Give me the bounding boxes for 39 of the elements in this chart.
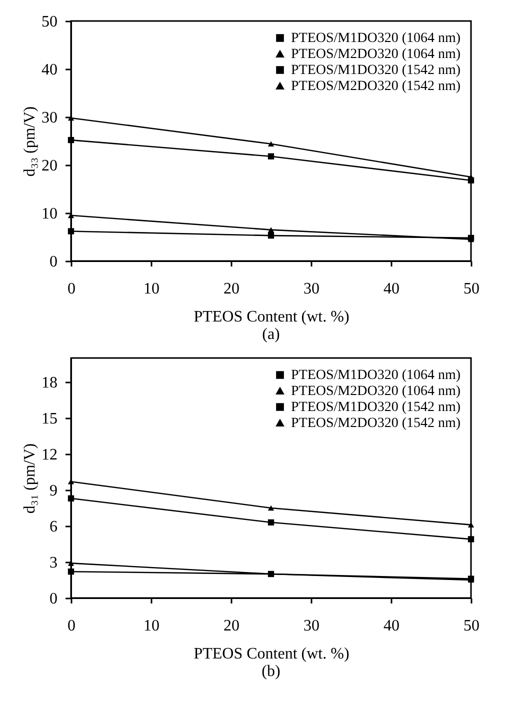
legend-label: PTEOS/M2DO320 (1064 nm) [291,384,461,399]
y-tick-label: 50 [42,14,58,30]
y-tick-label: 10 [42,206,58,222]
y-axis-title: d₃₁ (pm/V) [22,443,38,514]
x-tick-label: 30 [304,280,320,298]
text: (b) [262,663,280,680]
legend-label: PTEOS/M1DO320 (1064 nm) [291,368,461,383]
x-tick-label: 10 [144,280,160,298]
y-tick-label: 20 [42,158,58,174]
y-tick-label: 0 [50,254,58,270]
y-tick-label: 18 [42,374,58,392]
y-tick-label: 40 [42,62,58,78]
x-axis-title: PTEOS Content (wt. %) [194,646,350,662]
x-tick-label: 0 [68,280,76,298]
y-tick-label: 6 [50,518,58,536]
x-axis-title: PTEOS Content (wt. %) [194,308,350,326]
x-tick-label: 10 [144,618,160,634]
y-tick-label: 15 [42,410,58,428]
x-tick-label: 40 [384,280,400,298]
legend-label: PTEOS/M1DO320 (1542 nm) [291,400,461,415]
y-tick-label: 30 [42,110,58,126]
legend-label: PTEOS/M2DO320 (1542 nm) [291,79,461,94]
legend-label: PTEOS/M1DO320 (1542 nm) [291,63,461,78]
y-tick-label: 9 [50,482,58,500]
x-tick-label: 20 [224,618,240,634]
y-tick-label: 12 [42,446,58,464]
legend-label: PTEOS/M2DO320 (1064 nm) [291,47,461,62]
x-tick-label: 30 [304,618,320,634]
y-tick-label: 3 [50,554,58,572]
text: (a) [262,326,280,343]
x-tick-label: 0 [68,618,76,634]
y-axis-title: d₃₃ (pm/V) [22,106,38,177]
x-tick-label: 50 [464,280,480,298]
x-tick-label: 40 [384,618,400,634]
x-tick-label: 50 [464,618,480,634]
x-tick-label: 20 [224,280,240,298]
y-tick-label: 0 [50,590,58,608]
legend-label: PTEOS/M1DO320 (1064 nm) [291,31,461,46]
legend-label: PTEOS/M2DO320 (1542 nm) [291,416,461,431]
